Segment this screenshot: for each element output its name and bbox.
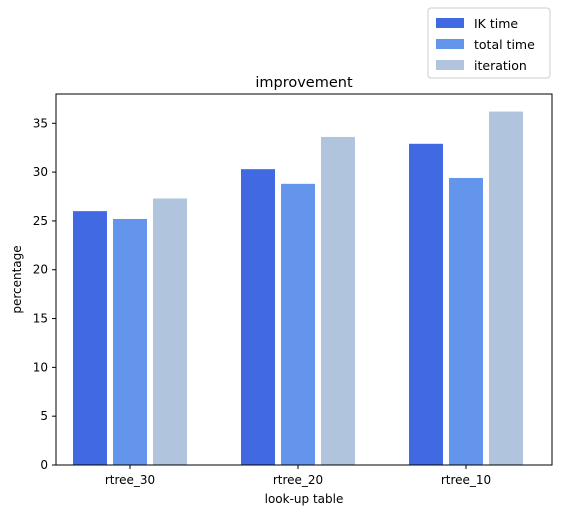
bars (73, 111, 523, 466)
bar-iteration-rtree_30 (153, 198, 187, 465)
chart-title: improvement (255, 75, 353, 91)
bar-ik-time-rtree_20 (241, 169, 275, 465)
x-tick-label: rtree_30 (105, 473, 155, 487)
x-axis-label: look-up table (265, 492, 344, 506)
legend-swatch (436, 60, 464, 70)
bar-total-time-rtree_20 (281, 183, 315, 466)
bar-ik-time-rtree_30 (73, 211, 107, 465)
x-tick-label: rtree_10 (441, 473, 491, 487)
bar-iteration-rtree_20 (321, 136, 355, 466)
y-tick-label: 25 (33, 214, 48, 228)
x-axis: rtree_30 rtree_20 rtree_10 (105, 465, 491, 487)
y-tick-label: 0 (40, 458, 48, 472)
legend-swatch (436, 39, 464, 49)
bar-iteration-rtree_10 (489, 111, 523, 466)
y-tick-label: 20 (33, 263, 48, 277)
legend-swatch (436, 18, 464, 28)
bar-ik-time-rtree_10 (409, 143, 443, 465)
legend-label: IK time (474, 16, 518, 31)
bar-total-time-rtree_30 (113, 218, 147, 465)
y-axis-label: percentage (10, 245, 24, 313)
y-tick-label: 30 (33, 165, 48, 179)
y-tick-label: 15 (33, 312, 48, 326)
legend: IK time total time iteration (427, 7, 551, 79)
y-tick-label: 10 (33, 360, 48, 374)
legend-label: total time (474, 37, 535, 52)
legend-label: iteration (474, 58, 527, 73)
y-axis: 0 5 10 15 20 25 30 35 (33, 116, 56, 472)
x-tick-label: rtree_20 (273, 473, 323, 487)
y-tick-label: 35 (33, 116, 48, 130)
bar-total-time-rtree_10 (449, 177, 483, 465)
y-tick-label: 5 (40, 409, 48, 423)
plot-frame (55, 93, 553, 466)
